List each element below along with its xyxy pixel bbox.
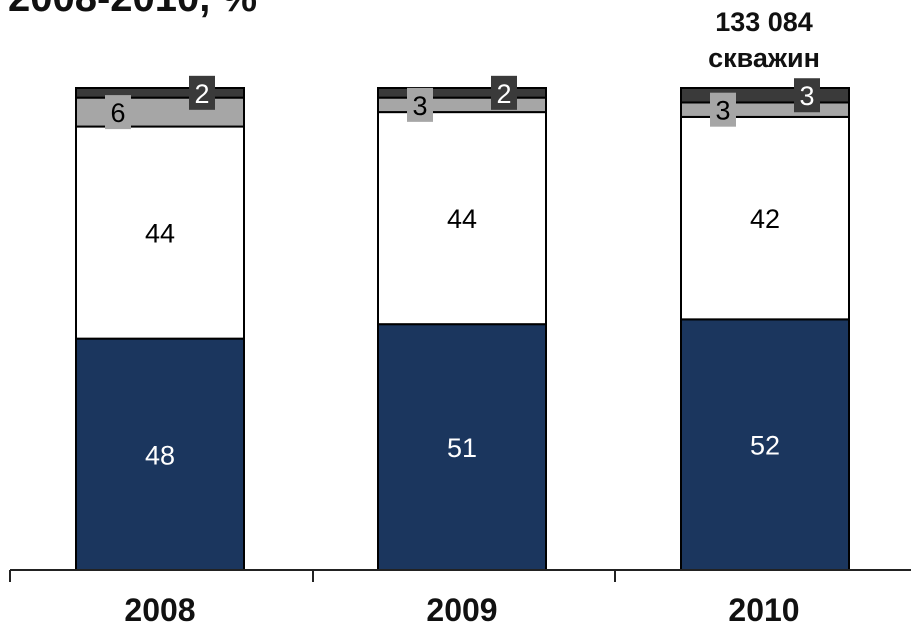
data-label-2009-segment-0: 51: [447, 433, 477, 463]
data-label-box-2010-segment-2: [710, 92, 736, 127]
bars-layer: [75, 87, 850, 572]
x-axis: [9, 569, 911, 582]
bar-2009-segment-3: [377, 87, 547, 99]
bar-2008-segment-1: [75, 125, 245, 340]
total-wells-count: 133 084: [715, 7, 813, 37]
data-label-2008-segment-1: 44: [145, 219, 175, 249]
data-label-2008-segment-2: 6: [110, 98, 125, 128]
bar-2010-segment-1: [680, 115, 850, 321]
bar-2008-segment-2: [75, 96, 245, 128]
data-labels-layer: 48 44 6 2 51 44 3 2 52 42 3 3: [105, 75, 820, 470]
bar-2008-segment-3: [75, 87, 245, 99]
data-label-2009-segment-3: 2: [496, 79, 511, 109]
data-label-2008-segment-3: 2: [194, 79, 209, 109]
data-label-2009-segment-2: 3: [412, 91, 427, 121]
data-label-box-2009-segment-2: [407, 87, 433, 122]
data-label-2010-segment-0: 52: [750, 431, 780, 461]
bar-2009-segment-0: [377, 323, 547, 571]
chart-title-fragment: 2008-2010, %: [8, 0, 257, 21]
total-wells-unit: скважин: [708, 43, 820, 73]
data-label-2009-segment-1: 44: [447, 204, 477, 234]
x-tick-label-2010: 2010: [728, 592, 800, 628]
bar-2009-segment-1: [377, 111, 547, 326]
bar-2010-segment-2: [680, 101, 850, 118]
data-label-box-2010-segment-3: [794, 78, 820, 113]
bar-2010-segment-3: [680, 87, 850, 104]
bar-2009-segment-2: [377, 96, 547, 114]
data-label-2010-segment-3: 3: [799, 81, 814, 111]
x-tick-label-2009: 2009: [426, 592, 498, 628]
data-label-2010-segment-1: 42: [750, 204, 780, 234]
x-tick-label-2008: 2008: [124, 592, 196, 628]
data-label-box-2008-segment-3: [189, 75, 215, 110]
bar-2008-segment-0: [75, 337, 245, 572]
data-label-box-2009-segment-3: [491, 75, 517, 110]
data-label-2008-segment-0: 48: [145, 440, 175, 470]
data-label-box-2008-segment-2: [105, 95, 131, 130]
data-label-2010-segment-2: 3: [715, 96, 730, 126]
total-wells-annotation: 133 084 скважин: [664, 4, 864, 76]
